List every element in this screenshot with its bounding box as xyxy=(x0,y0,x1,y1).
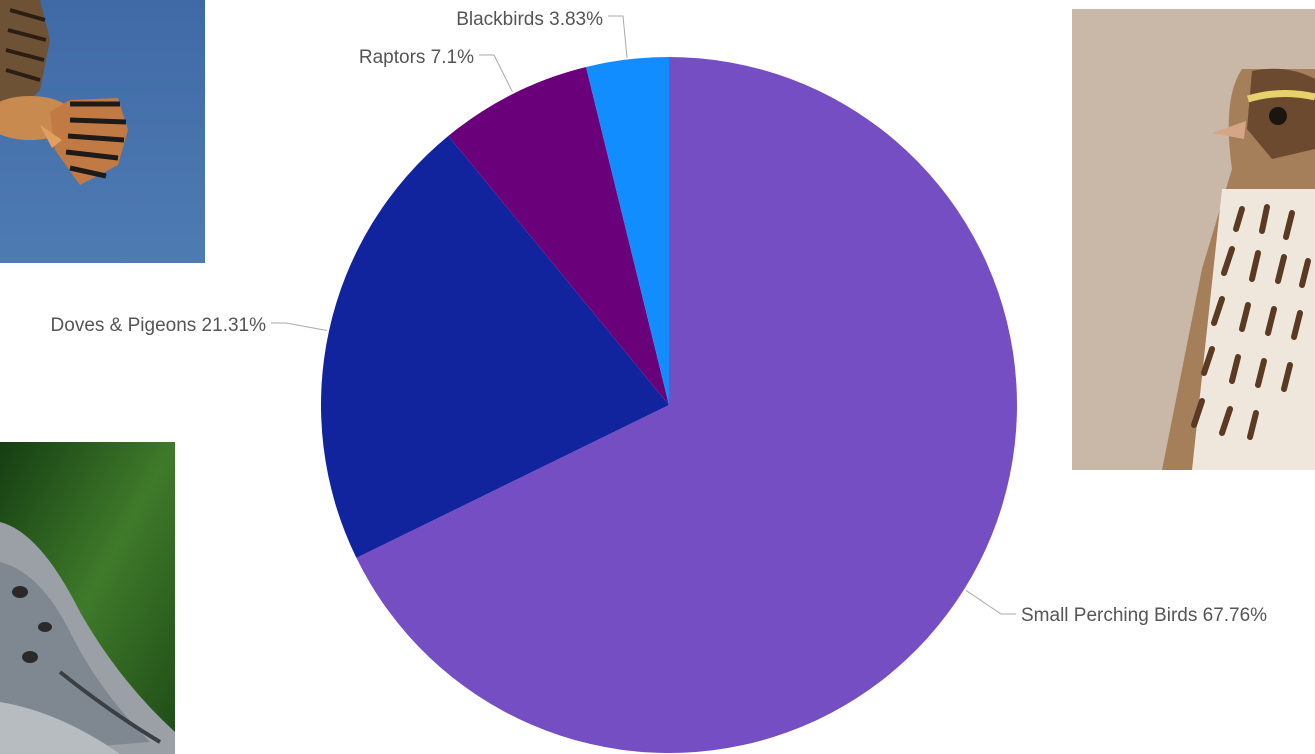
dove-image xyxy=(0,442,175,754)
slice-label-small-perching-birds: Small Perching Birds 67.76% xyxy=(1021,605,1267,626)
leader-line-raptors xyxy=(479,54,513,93)
slice-label-raptors: Raptors 7.1% xyxy=(359,47,474,68)
sparrow-image xyxy=(1072,9,1315,470)
slice-small-perching-birds[interactable] xyxy=(356,57,1017,753)
slice-doves-pigeons[interactable] xyxy=(320,135,669,558)
slice-label-blackbirds: Blackbirds 3.83% xyxy=(456,9,603,30)
leader-line-small-perching-birds xyxy=(965,589,1016,615)
slice-label-doves-pigeons: Doves & Pigeons 21.31% xyxy=(51,315,267,336)
dove-photo xyxy=(0,442,175,754)
leader-line-doves-pigeons xyxy=(271,322,328,331)
slice-blackbirds[interactable] xyxy=(586,57,669,405)
kestrel-image xyxy=(0,0,205,263)
slice-raptors[interactable] xyxy=(448,67,669,405)
kestrel-photo xyxy=(0,0,205,263)
leader-line-blackbirds xyxy=(608,15,628,58)
sparrow-photo xyxy=(1072,9,1315,470)
